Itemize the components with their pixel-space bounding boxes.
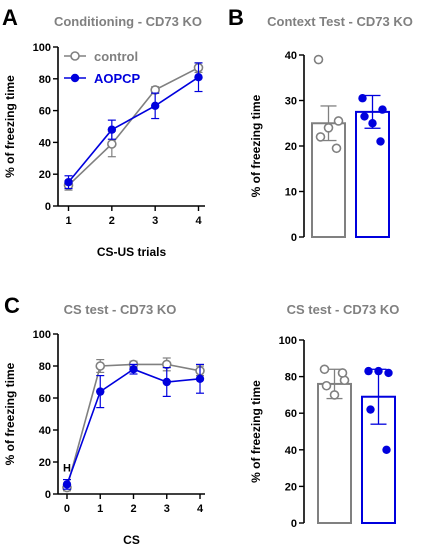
data-point-aopcp bbox=[62, 480, 72, 489]
dot-control bbox=[323, 123, 334, 133]
legend-marker-aopcp bbox=[70, 73, 80, 83]
x-axis-title: CS bbox=[123, 533, 140, 547]
x-tick-label: 2 bbox=[109, 215, 115, 227]
y-tick-label: 40 bbox=[39, 425, 51, 437]
data-point-aopcp bbox=[129, 365, 138, 374]
y-tick-label: 30 bbox=[285, 96, 297, 108]
x-tick-label: 1 bbox=[65, 215, 71, 227]
dot-aopcp bbox=[378, 105, 387, 114]
dot-aopcp bbox=[366, 405, 375, 414]
y-tick-label: 0 bbox=[291, 518, 297, 530]
x-tick-label: 0 bbox=[64, 503, 70, 515]
y-tick-label: 60 bbox=[39, 393, 51, 405]
chart-cs-test-bar: CS test - CD73 KO 0 20 40 60 80 100 % of freezi… bbox=[249, 302, 399, 530]
dot-control bbox=[315, 132, 326, 142]
y-tick-label: 20 bbox=[285, 141, 297, 153]
y-tick-label: 100 bbox=[279, 335, 297, 347]
chart-title: CS test - CD73 KO bbox=[64, 302, 177, 317]
series-line-aopcp bbox=[66, 368, 201, 485]
dot-aopcp bbox=[374, 366, 383, 376]
dot-aopcp bbox=[360, 112, 369, 121]
dot-control bbox=[321, 380, 332, 391]
y-tick-label: 80 bbox=[285, 372, 297, 384]
y-tick-label: 20 bbox=[39, 457, 51, 469]
x-tick-label: 3 bbox=[152, 215, 158, 227]
data-point-aopcp bbox=[107, 125, 117, 134]
legend-label-aopcp: AOPCP bbox=[94, 71, 141, 86]
y-tick-label: 60 bbox=[285, 408, 297, 420]
data-point-control bbox=[95, 361, 106, 371]
x-tick-label: 2 bbox=[130, 503, 136, 515]
bar-control bbox=[317, 382, 352, 525]
panel-letter-b: B bbox=[228, 5, 244, 30]
legend-marker-control bbox=[70, 51, 80, 61]
x-tick-label: 3 bbox=[164, 503, 170, 515]
bar-aopcp bbox=[355, 110, 390, 238]
chart-conditioning: Conditioning - CD73 KO 0 20 40 60 80 100 % of f… bbox=[3, 14, 205, 259]
y-tick-label: 80 bbox=[39, 361, 51, 373]
panel-letter-c: C bbox=[4, 293, 20, 318]
y-tick-label: 40 bbox=[285, 50, 297, 62]
dot-control bbox=[313, 54, 324, 65]
y-tick-label: 10 bbox=[285, 187, 297, 199]
dot-control bbox=[329, 390, 340, 400]
y-tick-label: 100 bbox=[33, 329, 51, 341]
y-tick-label: 100 bbox=[33, 42, 51, 54]
y-tick-label: 0 bbox=[45, 201, 51, 213]
dot-control bbox=[331, 143, 342, 154]
dot-aopcp bbox=[384, 368, 393, 378]
y-tick-label: 0 bbox=[291, 232, 297, 244]
y-tick-label: 20 bbox=[39, 169, 51, 181]
chart-title: Conditioning - CD73 KO bbox=[54, 14, 202, 29]
y-tick-label: 20 bbox=[285, 481, 297, 493]
dot-aopcp bbox=[368, 119, 377, 128]
data-point-control bbox=[107, 139, 117, 149]
chart-title: CS test - CD73 KO bbox=[287, 302, 400, 317]
x-tick-label: 4 bbox=[197, 503, 204, 515]
y-axis-title: % of freezing time bbox=[249, 94, 263, 197]
dot-aopcp bbox=[376, 137, 385, 146]
y-tick-label: 60 bbox=[39, 106, 51, 118]
bar-control bbox=[311, 122, 346, 238]
data-point-aopcp bbox=[64, 177, 73, 187]
data-point-aopcp bbox=[194, 73, 203, 82]
x-axis-title: CS-US trials bbox=[97, 245, 167, 259]
dot-control bbox=[333, 116, 344, 126]
dot-control bbox=[319, 364, 330, 375]
data-point-aopcp bbox=[162, 377, 171, 387]
data-point-aopcp bbox=[195, 374, 205, 383]
x-tick-label: 1 bbox=[97, 503, 103, 515]
data-point-aopcp bbox=[150, 101, 160, 111]
chart-title: Context Test - CD73 KO bbox=[267, 14, 413, 29]
x-tick-label: 4 bbox=[195, 215, 202, 227]
legend-label-control: control bbox=[94, 49, 138, 64]
annotation-label: H bbox=[63, 463, 71, 475]
y-axis-title: % of freezing time bbox=[249, 380, 263, 483]
dot-aopcp bbox=[358, 94, 367, 103]
panel-letter-a: A bbox=[2, 5, 18, 30]
y-tick-label: 40 bbox=[39, 137, 51, 149]
dot-aopcp bbox=[382, 445, 391, 454]
y-tick-label: 40 bbox=[285, 445, 297, 457]
y-axis-title: % of freezing time bbox=[3, 362, 17, 465]
series-line-control bbox=[66, 363, 201, 488]
y-tick-label: 0 bbox=[45, 489, 51, 501]
y-axis-title: % of freezing time bbox=[3, 75, 17, 178]
y-tick-label: 80 bbox=[39, 74, 51, 86]
data-point-aopcp bbox=[96, 387, 105, 396]
chart-context-test: Context Test - CD73 KO 0 10 20 30 40 % of free… bbox=[249, 14, 413, 244]
series-line-aopcp bbox=[67, 76, 199, 183]
dot-aopcp bbox=[364, 366, 373, 376]
dot-control bbox=[337, 368, 348, 378]
